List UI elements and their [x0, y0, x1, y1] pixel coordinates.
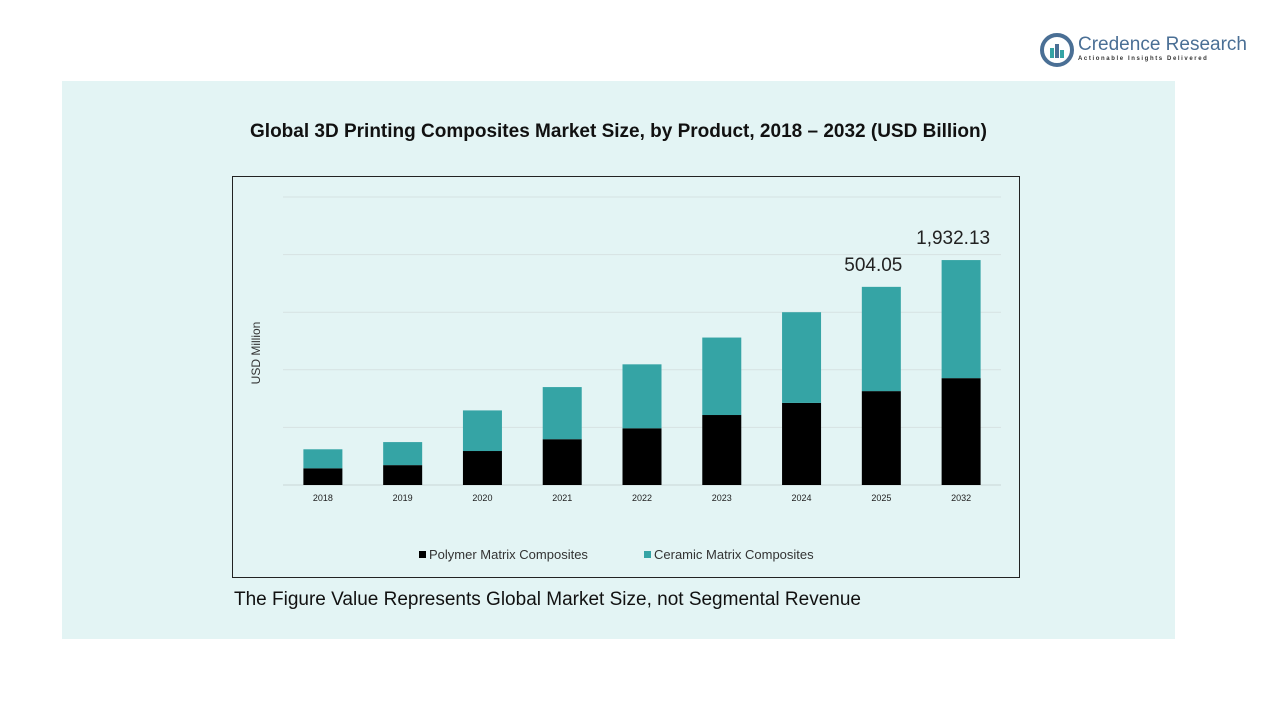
bar-ceramic-2032 — [941, 260, 981, 379]
bar-ceramic-2018 — [303, 449, 343, 469]
brand-name: Credence Research — [1078, 34, 1247, 55]
x-tick-label: 2022 — [632, 493, 652, 503]
y-axis-label: USD Million — [249, 322, 263, 385]
bar-ceramic-2019 — [383, 442, 423, 466]
bar-ceramic-2025 — [861, 286, 901, 392]
x-tick-label: 2020 — [472, 493, 492, 503]
x-tick-label: 2019 — [393, 493, 413, 503]
legend-swatch — [644, 551, 651, 558]
bar-polymer-2018 — [303, 468, 343, 485]
bar-ceramic-2022 — [622, 364, 662, 429]
bar-ceramic-2024 — [782, 312, 822, 403]
bar-polymer-2020 — [462, 451, 502, 485]
legend-swatch — [419, 551, 426, 558]
x-tick-label: 2032 — [951, 493, 971, 503]
x-tick-label: 2021 — [552, 493, 572, 503]
x-tick-label: 2025 — [871, 493, 891, 503]
bar-polymer-2024 — [782, 402, 822, 485]
bar-polymer-2025 — [861, 391, 901, 485]
x-tick-label: 2023 — [712, 493, 732, 503]
brand-tagline: Actionable Insights Delivered — [1078, 56, 1209, 62]
bar-ceramic-2023 — [702, 337, 742, 416]
bar-ceramic-2020 — [462, 410, 502, 452]
chart-panel: Global 3D Printing Composites Market Siz… — [62, 81, 1175, 639]
brand-logo: Credence Research Actionable Insights De… — [1040, 30, 1255, 70]
footnote: The Figure Value Represents Global Marke… — [234, 589, 861, 610]
bar-ceramic-2021 — [542, 387, 582, 440]
chart-title: Global 3D Printing Composites Market Siz… — [250, 121, 987, 142]
legend-label: Polymer Matrix Composites — [429, 547, 588, 562]
chart-frame: USD Million 2018 2019 2020 2021 2022 2023 2024 2… — [232, 176, 1020, 578]
bar-polymer-2032 — [941, 378, 981, 485]
data-label: 504.05 — [844, 255, 902, 276]
bar-polymer-2019 — [383, 465, 423, 485]
brand-logo-icon — [1040, 33, 1074, 67]
bar-polymer-2023 — [702, 415, 742, 485]
x-tick-label: 2018 — [313, 493, 333, 503]
legend-label: Ceramic Matrix Composites — [654, 547, 814, 562]
data-label: 1,932.13 — [916, 228, 990, 249]
bar-polymer-2021 — [542, 439, 582, 485]
chart-svg: USD Million 2018 2019 2020 2021 2022 2023 2024 2… — [249, 196, 1001, 562]
x-tick-label: 2024 — [792, 493, 812, 503]
bar-polymer-2022 — [622, 428, 662, 485]
